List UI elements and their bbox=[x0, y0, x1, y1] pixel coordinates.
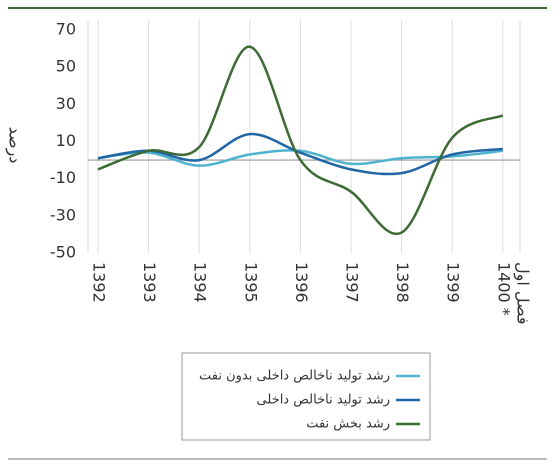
y-tick-label: 30 bbox=[56, 94, 76, 113]
y-axis-label: درصد bbox=[5, 127, 25, 164]
y-tick-label: -50 bbox=[50, 243, 76, 262]
legend-box bbox=[181, 352, 431, 441]
legend-label: رشد تولید ناخالص داخلی بدون نفت bbox=[199, 369, 390, 384]
series-line bbox=[97, 45, 504, 236]
x-tick-label: 1399 bbox=[444, 262, 463, 303]
legend-label: رشد بخش نفت bbox=[306, 417, 390, 432]
legend-label: رشد تولید ناخالص داخلی bbox=[257, 393, 390, 408]
x-tick-label: 1400 * bbox=[494, 262, 513, 316]
series-line bbox=[97, 149, 503, 167]
y-tick-label: -10 bbox=[50, 168, 76, 187]
y-tick-label: -30 bbox=[50, 205, 76, 224]
y-tick-label: 50 bbox=[56, 57, 76, 76]
x-tick-label: 1398 bbox=[393, 262, 412, 303]
x-tick-label: 1394 bbox=[191, 262, 210, 303]
x-tick-label: 1396 bbox=[292, 262, 311, 303]
series-line bbox=[97, 132, 503, 176]
y-tick-label: 10 bbox=[56, 131, 76, 150]
x-tick-label: 1395 bbox=[241, 262, 260, 303]
x-tick-label: 1393 bbox=[140, 262, 159, 303]
x-tick-label: 1392 bbox=[90, 262, 109, 303]
y-tick-label: 70 bbox=[56, 20, 76, 39]
x-tick-label: 1397 bbox=[343, 262, 362, 303]
x-tick-note: فصل اول bbox=[512, 262, 532, 325]
